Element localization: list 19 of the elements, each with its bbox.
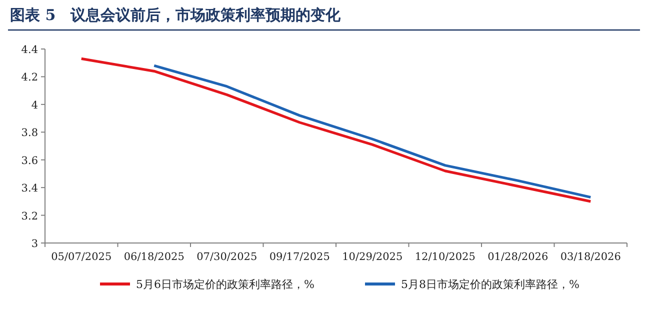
legend-label: 5月6日市场定价的政策利率路径，% [136,278,314,291]
y-tick-label: 3.6 [21,154,38,167]
x-tick-label: 03/18/2026 [560,251,622,263]
legend-label: 5月8日市场定价的政策利率路径，% [401,278,580,291]
y-tick-label: 3.8 [21,127,38,140]
y-tick-label: 4.2 [21,72,38,84]
title: 图表 5 议息会议前后，市场政策利率预期的变化 [10,6,341,24]
x-tick-label: 05/07/2025 [51,251,112,263]
y-tick-label: 4.4 [21,44,38,56]
y-tick-label: 3 [31,238,38,250]
x-tick-label: 09/17/2025 [269,251,330,263]
y-tick-label: 3.4 [21,182,38,195]
x-tick-label: 12/10/2025 [414,251,476,263]
x-tick-label: 07/30/2025 [196,251,258,263]
y-tick-label: 4 [31,99,38,112]
y-tick-label: 3.2 [21,210,38,222]
x-tick-label: 10/29/2025 [342,251,403,263]
x-tick-label: 01/28/2026 [488,251,548,263]
x-tick-label: 06/18/2025 [124,251,184,263]
